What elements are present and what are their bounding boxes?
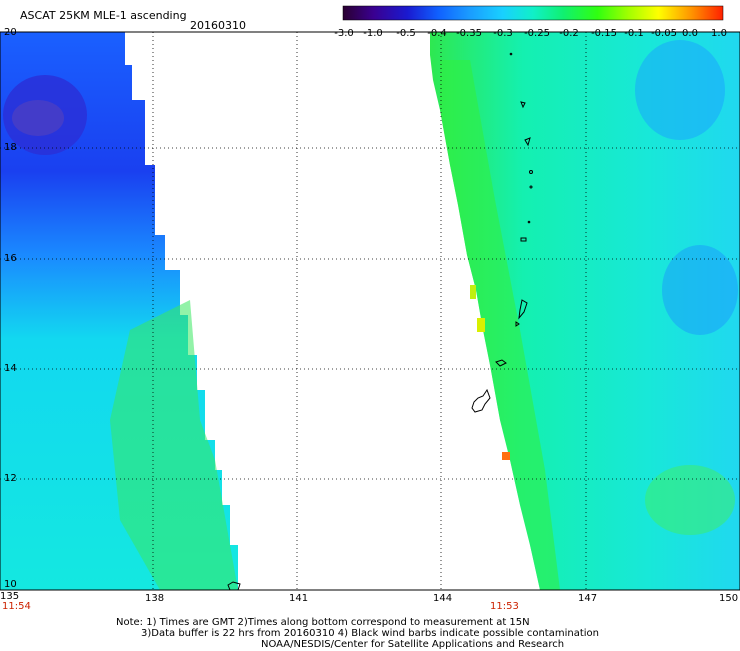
lat-label: 16: [4, 253, 17, 264]
colorbar-label: -0.1: [624, 28, 644, 39]
note-line-1: Note: 1) Times are GMT 2)Times along bot…: [116, 617, 530, 628]
lon-label: 135: [0, 591, 20, 602]
colorbar-label: -0.05: [651, 28, 677, 39]
right-swath: [430, 32, 740, 590]
island-bottom-left: [227, 581, 241, 591]
note-line-2: 3)Data buffer is 22 hrs from 20160310 4)…: [141, 628, 599, 639]
lon-label: 144: [433, 593, 453, 604]
guam-island: [471, 388, 491, 413]
lon-label: 147: [578, 593, 598, 604]
lat-label: 12: [4, 473, 17, 484]
map-date: 20160310: [190, 19, 246, 32]
swath-time-right: 11:53: [490, 601, 519, 612]
swath-time-left: 11:54: [2, 601, 31, 612]
colorbar-label: -1.0: [363, 28, 383, 39]
left-swath: [0, 32, 238, 590]
purple-core: [12, 100, 64, 136]
plot-frame: [0, 31, 740, 591]
colorbar-label: -0.3: [493, 28, 513, 39]
colorbar-label: -0.2: [559, 28, 579, 39]
lat-label: 10: [4, 579, 17, 590]
green-patch-se: [645, 465, 735, 535]
grid-lines: [0, 32, 740, 590]
lon-label: 141: [289, 593, 309, 604]
colorbar: [342, 5, 724, 21]
island-outlines: [227, 52, 533, 591]
lat-label: 14: [4, 363, 17, 374]
lon-label: 150: [719, 593, 739, 604]
colorbar-label: -0.25: [524, 28, 550, 39]
colorbar-label: -0.4: [427, 28, 447, 39]
colorbar-label: -0.35: [456, 28, 482, 39]
colorbar-label: -0.15: [591, 28, 617, 39]
lat-label: 20: [4, 27, 17, 38]
colorbar-label: -3.0: [334, 28, 354, 39]
lon-label: 138: [145, 593, 165, 604]
saipan-island: [518, 299, 528, 320]
map-title: ASCAT 25KM MLE-1 ascending: [20, 9, 187, 22]
colorbar-label: 1.0: [711, 28, 727, 39]
blue-patch-ne: [635, 40, 725, 140]
blue-patch-e: [662, 245, 738, 335]
note-line-3: NOAA/NESDIS/Center for Satellite Applica…: [261, 639, 565, 650]
lat-label: 18: [4, 142, 17, 153]
colorbar-label: -0.5: [396, 28, 416, 39]
colorbar-label: 0.0: [682, 28, 698, 39]
rota-island: [495, 359, 507, 367]
